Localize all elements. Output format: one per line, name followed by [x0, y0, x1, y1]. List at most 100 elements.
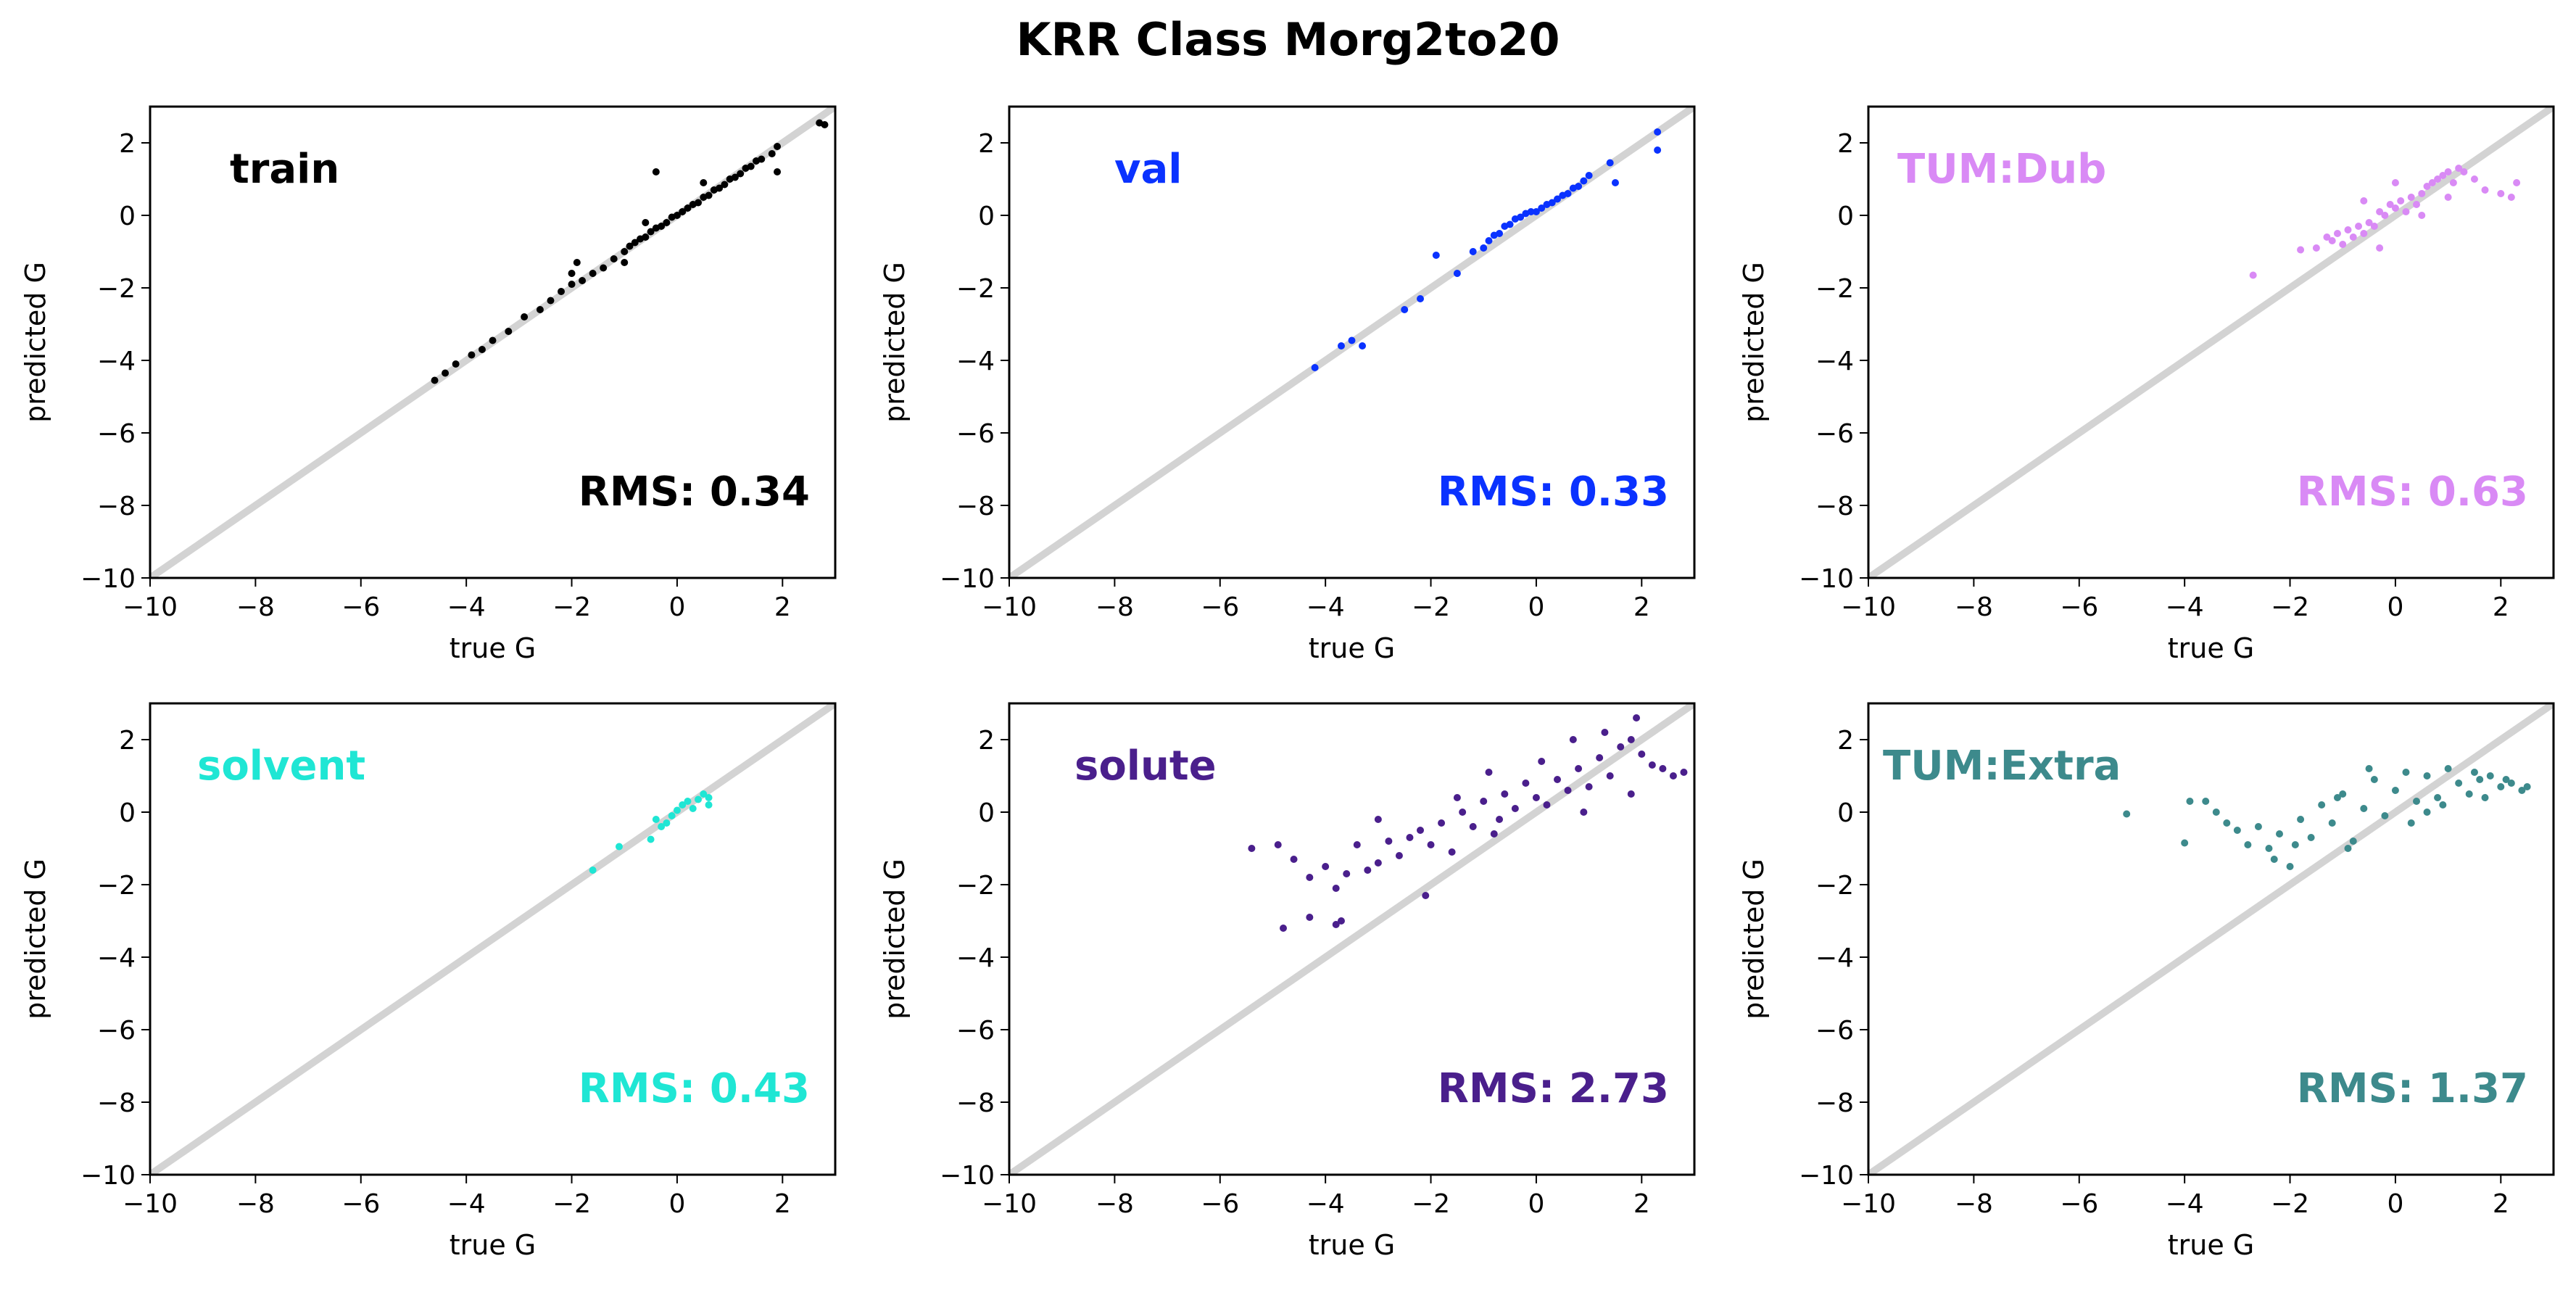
x-tick-label: −4 — [447, 1189, 486, 1219]
data-point — [2507, 194, 2515, 201]
data-point — [2397, 197, 2405, 204]
data-point — [2391, 204, 2399, 212]
plot-frame — [1867, 702, 2555, 1176]
y-tick-label: −6 — [1815, 1016, 1854, 1046]
data-point — [647, 835, 655, 843]
data-point — [1532, 208, 1540, 215]
data-point — [1554, 776, 1561, 783]
data-point — [2265, 845, 2273, 852]
data-point — [1401, 306, 1409, 313]
data-point — [579, 277, 587, 284]
data-point — [536, 306, 544, 313]
x-tick-label: −8 — [236, 1189, 275, 1219]
x-tick-label: −10 — [982, 1189, 1037, 1219]
x-tick-label: −10 — [982, 592, 1037, 622]
data-point — [642, 219, 650, 226]
y-tick-label: −8 — [1815, 1088, 1854, 1118]
y-tick-label: −4 — [1815, 943, 1854, 973]
data-point — [1422, 892, 1430, 899]
y-tick-label: 0 — [1837, 202, 1854, 231]
x-axis-label: true G — [2168, 632, 2255, 664]
y-tick-label: −10 — [80, 1161, 136, 1191]
x-axis-label: true G — [1309, 1229, 1396, 1261]
data-point — [2497, 190, 2505, 197]
data-point — [2355, 223, 2363, 230]
data-point — [695, 795, 702, 803]
y-tick-label: −8 — [956, 1088, 995, 1118]
x-tick-label: 0 — [2387, 592, 2403, 622]
data-point — [2444, 168, 2452, 175]
rms-label: RMS: 0.33 — [1438, 468, 1669, 516]
data-point — [1274, 841, 1282, 848]
figure-title: KRR Class Morg2to20 — [1016, 13, 1560, 66]
data-point — [1306, 914, 1314, 921]
data-point — [2423, 772, 2431, 780]
x-tick-label: −8 — [1096, 592, 1134, 622]
data-point — [1353, 841, 1361, 848]
data-point — [589, 270, 597, 277]
y-tick-label: −4 — [97, 943, 136, 973]
data-point — [521, 313, 529, 321]
data-point — [2254, 823, 2262, 830]
data-point — [2370, 776, 2378, 783]
data-point — [1601, 729, 1609, 736]
data-point — [2476, 776, 2484, 783]
data-point — [1469, 248, 1477, 255]
panel-name: val — [1114, 146, 1183, 193]
data-point — [1374, 816, 1382, 823]
y-tick-label: 0 — [978, 798, 995, 828]
data-point — [2481, 186, 2489, 194]
data-point — [1511, 805, 1519, 812]
panel-name: TUM:Extra — [1883, 743, 2121, 790]
data-point — [621, 259, 629, 266]
data-point — [1654, 146, 1662, 154]
plot-frame — [149, 702, 837, 1176]
data-point — [1527, 208, 1535, 215]
data-point — [1554, 195, 1561, 203]
data-point — [589, 867, 597, 874]
data-point — [1569, 736, 1577, 743]
data-point — [2323, 233, 2331, 241]
y-tick-label: −2 — [956, 871, 995, 901]
rms-label: RMS: 2.73 — [1438, 1065, 1669, 1112]
data-point — [663, 819, 671, 827]
data-point — [2444, 194, 2452, 201]
data-point — [2455, 780, 2463, 787]
panel-val: −10 −8 −6 −4 −2 0 2 −10 −8 −6 −4 −2 0 2 true G predicte… — [879, 105, 1696, 664]
y-tick-label: −2 — [1815, 274, 1854, 304]
data-point — [2407, 194, 2415, 201]
data-point — [684, 204, 692, 212]
x-tick-label: −2 — [552, 592, 591, 622]
x-tick-label: 2 — [774, 592, 791, 622]
x-tick-label: −4 — [1306, 1189, 1345, 1219]
x-tick-label: −2 — [1412, 1189, 1450, 1219]
data-point — [573, 259, 581, 266]
data-point — [2497, 783, 2505, 790]
y-tick-label: −4 — [956, 347, 995, 376]
y-tick-label: −8 — [97, 1088, 136, 1118]
x-tick-label: −6 — [341, 1189, 380, 1219]
data-point — [2286, 863, 2294, 870]
data-point — [705, 801, 713, 809]
x-tick-label: 2 — [2493, 592, 2509, 622]
data-point — [1627, 736, 1635, 743]
y-tick-label: −2 — [956, 274, 995, 304]
data-point — [2276, 830, 2283, 838]
data-point — [2328, 237, 2336, 244]
data-point — [2212, 809, 2220, 816]
data-point — [1501, 790, 1509, 798]
data-point — [1564, 190, 1572, 197]
data-point — [1485, 237, 1493, 244]
x-tick-label: −4 — [1306, 592, 1345, 622]
y-tick-label: 0 — [978, 202, 995, 231]
y-tick-label: −6 — [956, 1016, 995, 1046]
data-point — [737, 170, 745, 178]
data-point — [2365, 219, 2373, 226]
data-point — [1633, 714, 1641, 722]
data-point — [1359, 342, 1367, 350]
data-point — [2507, 780, 2515, 787]
data-point — [2423, 809, 2431, 816]
rms-label: RMS: 0.43 — [579, 1065, 810, 1112]
data-point — [2391, 787, 2399, 794]
y-axis-label: predicted G — [1738, 262, 1770, 423]
